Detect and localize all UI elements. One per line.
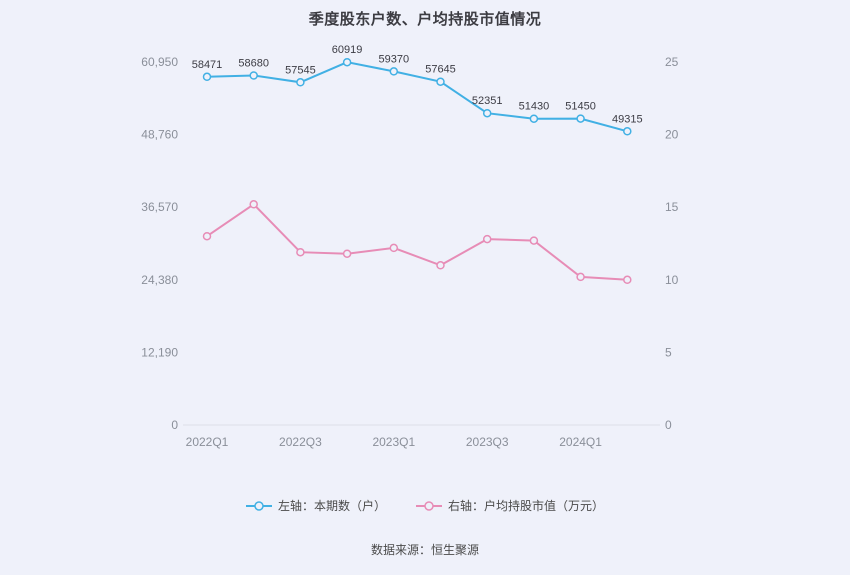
data-point[interactable] (576, 114, 585, 123)
chart-title: 季度股东户数、户均持股市值情况 (308, 11, 542, 28)
right-axis-tick: 10 (665, 273, 679, 287)
right-axis-tick: 5 (665, 345, 672, 359)
line-chart: 012,19024,38036,57048,76060,950051015202… (141, 44, 679, 449)
legend: 左轴：本期数（户） 右轴：户均持股市值（万元） (0, 497, 850, 514)
series-line (206, 61, 628, 133)
data-label: 57645 (425, 64, 456, 76)
data-label: 52351 (472, 95, 503, 107)
right-axis-tick: 0 (665, 418, 672, 432)
data-point[interactable] (529, 114, 539, 123)
right-axis-tick: 25 (665, 55, 679, 69)
data-point[interactable] (202, 231, 212, 241)
legend-label-right-axis: 右轴：户均持股市值（万元） (448, 499, 605, 513)
data-point[interactable] (623, 275, 632, 285)
x-axis-tick: 2023Q3 (466, 435, 509, 449)
data-label: 58680 (238, 58, 269, 70)
left-axis-tick: 60,950 (141, 55, 178, 69)
legend-marker-left-axis (245, 500, 272, 511)
data-label: 57545 (285, 64, 316, 76)
data-label: 51450 (565, 101, 596, 113)
data-point[interactable] (249, 71, 258, 80)
data-point[interactable] (623, 127, 632, 136)
data-label: 60919 (332, 44, 363, 56)
x-axis-tick: 2024Q1 (559, 435, 602, 449)
data-label: 49315 (612, 113, 643, 125)
data-point[interactable] (296, 78, 305, 87)
left-axis-tick: 0 (171, 418, 178, 432)
data-point[interactable] (576, 272, 585, 282)
data-label: 51430 (519, 101, 550, 113)
left-axis-tick: 36,570 (141, 200, 178, 214)
data-source: 数据来源：恒生聚源 (370, 543, 479, 557)
legend-marker-right-axis (416, 500, 442, 511)
data-point[interactable] (389, 67, 399, 76)
right-axis-tick: 20 (665, 128, 679, 142)
data-point[interactable] (436, 77, 445, 86)
data-point[interactable] (482, 234, 492, 244)
data-point[interactable] (436, 261, 445, 270)
data-point[interactable] (202, 72, 212, 82)
data-point[interactable] (249, 200, 258, 209)
data-point[interactable] (529, 236, 539, 245)
left-axis-tick: 12,190 (141, 345, 178, 359)
data-point[interactable] (342, 57, 352, 67)
x-axis-tick: 2022Q1 (186, 435, 229, 449)
legend-item-left-axis[interactable]: 左轴：本期数（户） (245, 497, 386, 514)
left-axis-tick: 48,760 (141, 128, 178, 142)
legend-label-left-axis: 左轴：本期数（户） (277, 499, 386, 513)
x-axis-tick: 2023Q1 (372, 435, 415, 449)
x-axis-tick: 2022Q3 (279, 435, 322, 449)
data-point[interactable] (342, 249, 352, 258)
left-axis-tick: 24,380 (141, 273, 178, 287)
legend-item-right-axis[interactable]: 右轴：户均持股市值（万元） (416, 497, 604, 514)
data-label: 59370 (379, 53, 410, 65)
data-point[interactable] (482, 108, 492, 118)
series-line (206, 203, 628, 281)
data-point[interactable] (296, 247, 305, 257)
data-label: 58471 (192, 59, 223, 71)
right-axis-tick: 15 (665, 200, 679, 214)
data-point[interactable] (389, 243, 399, 253)
